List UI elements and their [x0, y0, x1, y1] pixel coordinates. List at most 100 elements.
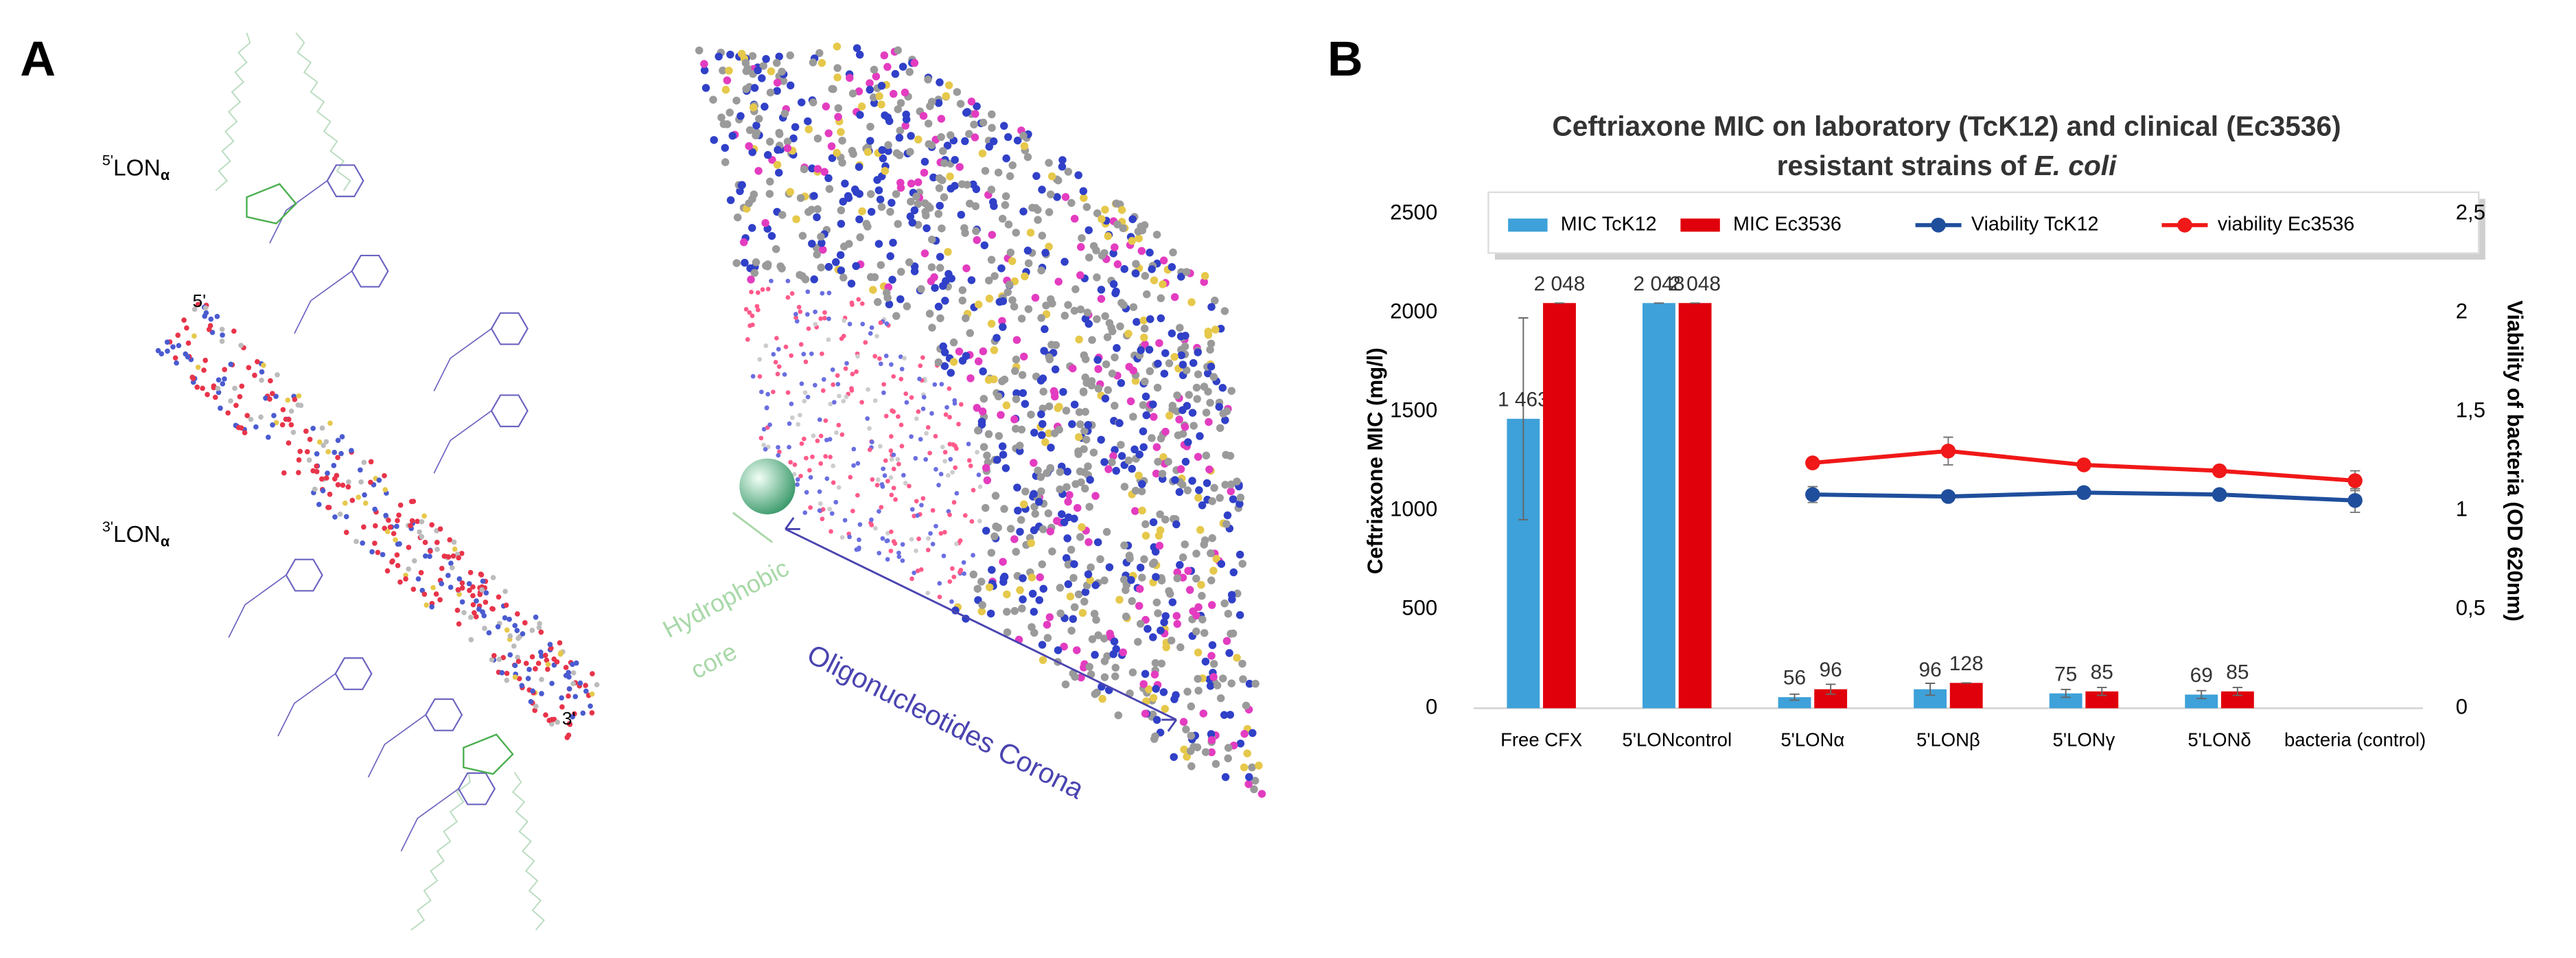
atom	[927, 236, 936, 244]
atom	[866, 122, 874, 131]
atom	[979, 367, 987, 376]
atom	[1120, 264, 1128, 273]
atom	[940, 444, 945, 450]
atom	[1046, 464, 1055, 472]
atom	[1164, 457, 1172, 466]
atom	[988, 566, 996, 574]
legend-label: Viability TcK12	[1971, 213, 2099, 235]
atom	[1227, 487, 1235, 496]
atom	[577, 680, 583, 686]
atom	[327, 491, 333, 497]
atom	[335, 455, 340, 460]
atom	[766, 137, 774, 146]
atom	[804, 117, 812, 126]
atom	[856, 297, 861, 302]
atom	[529, 628, 535, 633]
atom	[479, 587, 485, 593]
atom	[900, 558, 905, 563]
atom	[1177, 351, 1185, 360]
atom	[833, 64, 842, 72]
atom	[507, 652, 513, 658]
atom	[1212, 555, 1220, 563]
atom	[889, 492, 894, 498]
atom	[870, 65, 879, 74]
atom	[1198, 615, 1207, 624]
atom	[837, 206, 846, 215]
atom	[397, 579, 403, 585]
atom	[1152, 685, 1160, 693]
atom	[273, 420, 279, 426]
atom	[813, 309, 817, 315]
atom	[1248, 763, 1256, 772]
atom	[721, 144, 729, 152]
atom	[1236, 739, 1245, 748]
atom	[1037, 314, 1045, 322]
atom	[1181, 457, 1190, 466]
atom	[973, 426, 982, 435]
atom	[877, 261, 885, 269]
atom	[1101, 205, 1109, 214]
atom	[310, 468, 316, 474]
atom	[1081, 407, 1089, 416]
atom	[1158, 470, 1167, 478]
atom	[1031, 293, 1040, 302]
atom	[316, 501, 322, 507]
atom	[926, 536, 931, 541]
atom	[1257, 790, 1266, 798]
atom	[826, 316, 831, 321]
atom	[1152, 230, 1161, 239]
atom	[1060, 311, 1069, 320]
atom	[238, 343, 244, 348]
atom	[1096, 555, 1104, 564]
atom	[715, 52, 723, 61]
atom	[281, 470, 287, 476]
atom	[433, 591, 439, 597]
bar	[1778, 697, 1811, 709]
atom	[803, 359, 809, 365]
atom	[555, 719, 561, 725]
atom	[887, 198, 896, 207]
atom	[1080, 351, 1089, 360]
atom	[883, 458, 888, 464]
atom	[1135, 584, 1144, 593]
atom	[1150, 735, 1159, 743]
atom	[953, 88, 962, 96]
atom	[974, 300, 983, 309]
atom	[760, 287, 765, 292]
atom	[1019, 574, 1027, 582]
atom	[1189, 358, 1198, 367]
atom	[1093, 273, 1101, 282]
atom	[759, 389, 764, 395]
atom	[1108, 369, 1117, 378]
atom	[325, 470, 330, 476]
atom	[320, 488, 326, 494]
atom	[750, 190, 758, 198]
atom	[1017, 315, 1026, 323]
atom	[421, 513, 427, 519]
atom	[1206, 345, 1214, 354]
atom	[835, 373, 840, 378]
atom	[434, 540, 440, 545]
atom	[950, 566, 955, 571]
atom	[1202, 451, 1211, 460]
atom	[813, 383, 817, 388]
atom	[428, 548, 433, 554]
atom	[1001, 201, 1010, 209]
atom	[382, 472, 387, 479]
atom	[775, 128, 783, 137]
atom	[907, 483, 912, 489]
atom	[857, 522, 863, 527]
atom	[1150, 670, 1159, 678]
atom	[507, 617, 512, 622]
atom	[259, 377, 264, 383]
atom	[1218, 383, 1227, 392]
atom	[1196, 432, 1204, 440]
atom	[891, 409, 896, 414]
atom	[754, 167, 763, 175]
atom	[1037, 487, 1045, 496]
atom	[942, 459, 947, 464]
atom	[896, 295, 905, 304]
x-tick-label: 5'LONγ	[2053, 729, 2115, 750]
atom	[909, 507, 915, 512]
